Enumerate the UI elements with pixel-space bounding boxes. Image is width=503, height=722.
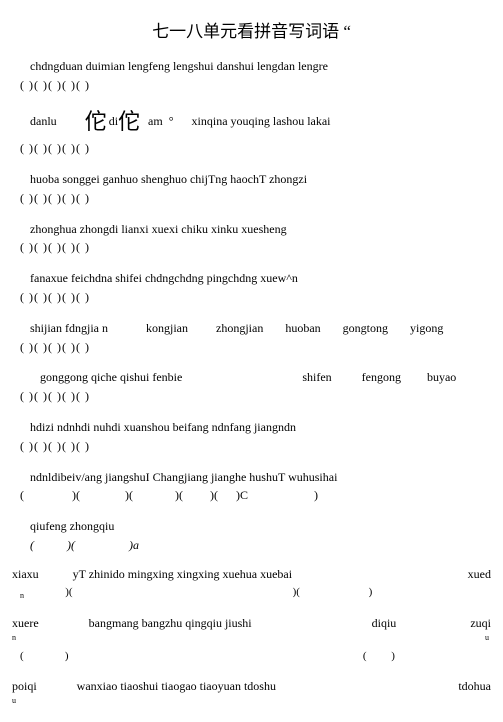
answer-brackets: ( )( )( )( )( ) [20, 140, 493, 157]
answer-brackets: n )( )( ) [20, 585, 493, 601]
content-area: chdngduan duimian lengfeng lengshui dans… [10, 58, 493, 706]
pinyin-line: zhonghua zhongdi lianxi xuexi chiku xink… [30, 221, 493, 238]
worksheet-body: 七一八单元看拼音写词语 “ chdngduan duimian lengfeng… [0, 0, 503, 722]
pinyin-line: danlu佗di佗am°xinqina youqing lashou lakai [30, 107, 493, 138]
pinyin-line: xiaxuyT zhinido mingxing xingxing xuеhua… [12, 566, 493, 583]
answer-brackets: ( )( )( )( )( ) [20, 190, 493, 207]
answer-brackets: ( )( )( )( )( ) [20, 388, 493, 405]
answer-brackets: ( ) ( ) [20, 649, 493, 664]
answer-brackets: ( )( )( )( )( )C ) [20, 487, 493, 504]
pinyin-line: shijian fdngjia nkongjianzhongjianhuoban… [30, 320, 493, 337]
pinyin-line: chdngduan duimian lengfeng lengshui dans… [30, 58, 493, 75]
answer-brackets: ( )( )( )( )( ) [20, 438, 493, 455]
subscript-line: nu [12, 632, 493, 643]
pinyin-line: ndnldibeiv/ang jiangshuI Changjiang jian… [30, 469, 493, 486]
pinyin-line: hdizi ndnhdi nuhdi xuanshou beifang ndnf… [30, 419, 493, 436]
pinyin-line: poiqiwanxiao tiaoshui tiaogao tiaoyuan t… [12, 678, 493, 695]
subscript-line: u [12, 695, 493, 706]
answer-brackets: ( )( )( )( )( ) [20, 239, 493, 256]
answer-brackets: ( )( )( )( )( ) [20, 77, 493, 94]
answer-brackets: ( )( )( )( )( ) [20, 339, 493, 356]
pinyin-line: fanaxue feichdna shifei chdngchdng pingc… [30, 270, 493, 287]
page-title: 七一八单元看拼音写词语 “ [10, 20, 493, 44]
answer-brackets: ( )( )( )( )( ) [20, 289, 493, 306]
pinyin-line: qiufeng zhongqiu [30, 518, 493, 535]
pinyin-line: gonggong qiche qishui fenbieshifenfengon… [40, 369, 493, 386]
pinyin-line: huoba songgei ganhuo shenghuo chijTng ha… [30, 171, 493, 188]
answer-brackets: ( )( )a [30, 537, 493, 554]
pinyin-line: xuerеbangmang bangzhu qingqiu jiushidiqi… [12, 615, 493, 632]
